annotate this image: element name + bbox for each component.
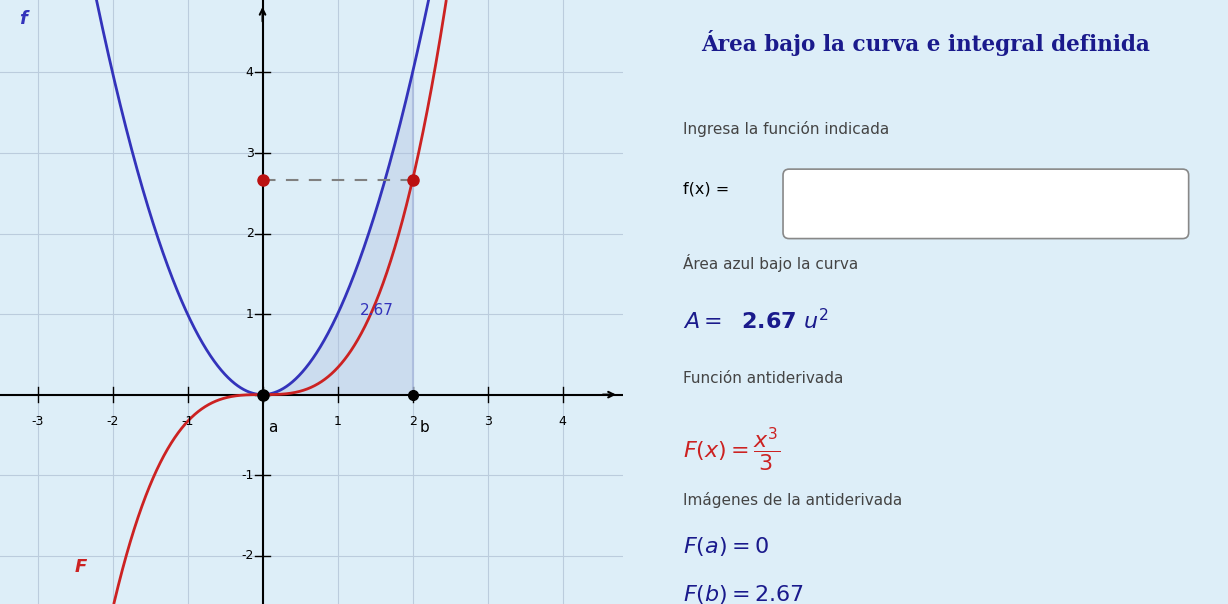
FancyBboxPatch shape <box>783 169 1189 239</box>
Text: Función antiderivada: Función antiderivada <box>683 371 844 387</box>
Text: -2: -2 <box>241 549 253 562</box>
Text: 2.67: 2.67 <box>360 303 393 318</box>
Text: Imágenes de la antiderivada: Imágenes de la antiderivada <box>683 492 903 508</box>
Text: $\mathit{F}(\mathit{b}) = 2.67$: $\mathit{F}(\mathit{b}) = 2.67$ <box>683 583 804 604</box>
Text: 1: 1 <box>246 307 253 321</box>
Text: a: a <box>269 420 278 435</box>
Text: f(x) =: f(x) = <box>683 181 729 196</box>
Text: 4: 4 <box>559 415 566 428</box>
Text: $\mathit{F}(\mathit{a}) = 0$: $\mathit{F}(\mathit{a}) = 0$ <box>683 535 769 557</box>
Text: 1: 1 <box>334 415 341 428</box>
Text: 2: 2 <box>246 227 253 240</box>
Text: x²: x² <box>801 196 817 211</box>
Text: $\mathit{A} = \ \ \mathbf{2.67} \ \mathit{u}^2$: $\mathit{A} = \ \ \mathbf{2.67} \ \mathi… <box>683 308 829 333</box>
Text: -1: -1 <box>241 469 253 481</box>
Text: -1: -1 <box>182 415 194 428</box>
Text: 4: 4 <box>246 66 253 79</box>
Text: 3: 3 <box>484 415 491 428</box>
Text: -2: -2 <box>107 415 119 428</box>
Text: -3: -3 <box>32 415 44 428</box>
Text: Área bajo la curva e integral definida: Área bajo la curva e integral definida <box>701 30 1149 56</box>
Text: 3: 3 <box>246 147 253 159</box>
Text: F: F <box>75 557 87 576</box>
Text: $\mathit{F}(\mathit{x}) = \dfrac{\mathit{x}^3}{3}$: $\mathit{F}(\mathit{x}) = \dfrac{\mathit… <box>683 426 781 474</box>
Text: b: b <box>420 420 430 435</box>
Text: Área azul bajo la curva: Área azul bajo la curva <box>683 254 858 272</box>
Text: Ingresa la función indicada: Ingresa la función indicada <box>683 121 889 137</box>
Text: 2: 2 <box>409 415 416 428</box>
Text: f: f <box>18 10 27 28</box>
